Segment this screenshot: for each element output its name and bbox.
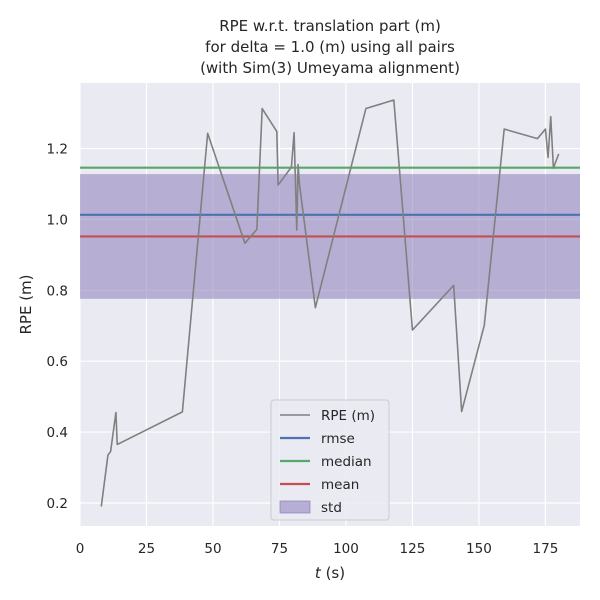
legend-label: median bbox=[321, 454, 372, 470]
x-axis-label-unit: (s) bbox=[321, 564, 345, 582]
legend-label: rmse bbox=[321, 431, 355, 447]
x-tick-label: 125 bbox=[400, 541, 426, 557]
stat-lines-layer bbox=[80, 166, 580, 238]
y-tick-labels: 0.2 0.4 0.6 0.8 1.0 1.2 bbox=[47, 142, 68, 512]
x-tick-labels: 0 25 50 75 100 125 150 175 bbox=[76, 541, 559, 557]
legend-label: std bbox=[321, 500, 342, 516]
legend-label: mean bbox=[321, 477, 359, 493]
chart-title-line-3: (with Sim(3) Umeyama alignment) bbox=[200, 59, 460, 77]
legend: RPE (m) rmse median mean std bbox=[270, 399, 390, 521]
rpe-series-line bbox=[100, 99, 560, 507]
x-axis-label: t (s) bbox=[315, 564, 345, 582]
y-axis-label: RPE (m) bbox=[17, 274, 35, 334]
y-tick-label: 0.4 bbox=[47, 425, 68, 441]
y-tick-label: 0.6 bbox=[47, 354, 68, 370]
x-tick-label: 175 bbox=[533, 541, 559, 557]
legend-swatch-std bbox=[279, 500, 311, 514]
x-tick-label: 150 bbox=[466, 541, 492, 557]
chart-title-line-1: RPE w.r.t. translation part (m) bbox=[219, 17, 441, 35]
series-layer bbox=[100, 99, 560, 507]
legend-box bbox=[270, 399, 390, 521]
y-tick-label: 1.2 bbox=[47, 142, 68, 158]
x-tick-label: 100 bbox=[333, 541, 359, 557]
x-tick-label: 25 bbox=[138, 541, 155, 557]
y-tick-label: 1.0 bbox=[47, 212, 68, 228]
y-tick-label: 0.8 bbox=[47, 283, 68, 299]
x-tick-label: 75 bbox=[271, 541, 288, 557]
legend-label: RPE (m) bbox=[321, 408, 375, 424]
x-tick-label: 50 bbox=[204, 541, 221, 557]
x-tick-label: 0 bbox=[76, 541, 85, 557]
y-tick-label: 0.2 bbox=[47, 496, 68, 512]
chart-title-line-2: for delta = 1.0 (m) using all pairs bbox=[205, 38, 455, 56]
x-axis-label-var: t bbox=[315, 564, 322, 582]
